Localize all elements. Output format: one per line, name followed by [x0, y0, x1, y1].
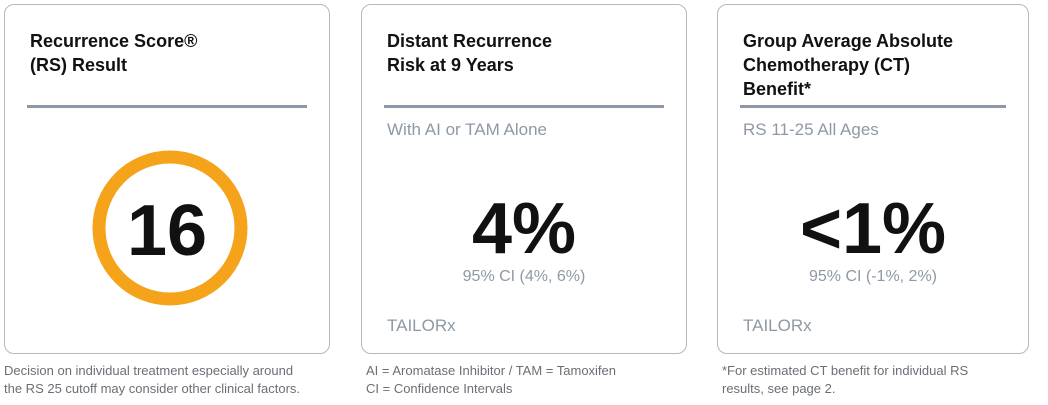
divider — [27, 105, 307, 108]
divider — [740, 105, 1006, 108]
value: <1% — [799, 189, 947, 269]
card: Group Average Absolute Chemotherapy (CT)… — [717, 4, 1029, 354]
source: TAILORx — [743, 316, 812, 335]
title-line: Recurrence Score® — [30, 31, 198, 51]
footnote-line: results, see page 2. — [722, 381, 836, 396]
title-line: Distant Recurrence — [387, 31, 553, 51]
subtitle: With AI or TAM Alone — [387, 120, 547, 139]
card: Distant Recurrence Risk at 9 Years With … — [361, 4, 687, 354]
title-line: Group Average Absolute — [743, 31, 954, 51]
card-title: Group Average Absolute Chemotherapy (CT)… — [743, 29, 953, 101]
footnote-line: CI = Confidence Intervals — [366, 381, 513, 396]
value: 4% — [471, 189, 577, 269]
footnote-line: the RS 25 cutoff may consider other clin… — [4, 381, 301, 396]
title-line: Risk at 9 Years — [387, 55, 514, 75]
subtitle: RS 11-25 All Ages — [743, 120, 879, 139]
source: TAILORx — [387, 316, 456, 335]
footnote-line: AI = Aromatase Inhibitor / TAM = Tamoxif… — [366, 363, 617, 378]
footnote-line: *For estimated CT benefit for individual… — [722, 363, 969, 378]
footnote-line: Decision on individual treatment especia… — [4, 363, 294, 378]
footnote: Decision on individual treatment especia… — [4, 362, 300, 398]
confidence-interval: 95% CI (-1%, 2%) — [808, 268, 938, 285]
confidence-interval: 95% CI (4%, 6%) — [462, 268, 586, 285]
footnote: *For estimated CT benefit for individual… — [722, 362, 968, 398]
title-line: Benefit* — [743, 79, 812, 99]
title-line: Chemotherapy (CT) — [743, 55, 911, 75]
ring — [92, 150, 248, 306]
card-title: Distant Recurrence Risk at 9 Years — [387, 29, 552, 77]
score: 16 — [126, 191, 208, 271]
title-line: (RS) Result — [30, 55, 128, 75]
footnote: AI = Aromatase Inhibitor / TAM = Tamoxif… — [366, 362, 616, 398]
card: Recurrence Score® (RS) Result 16 — [4, 4, 330, 354]
divider — [384, 105, 664, 108]
score-ring — [92, 150, 248, 306]
card-title: Recurrence Score® (RS) Result — [30, 29, 197, 77]
